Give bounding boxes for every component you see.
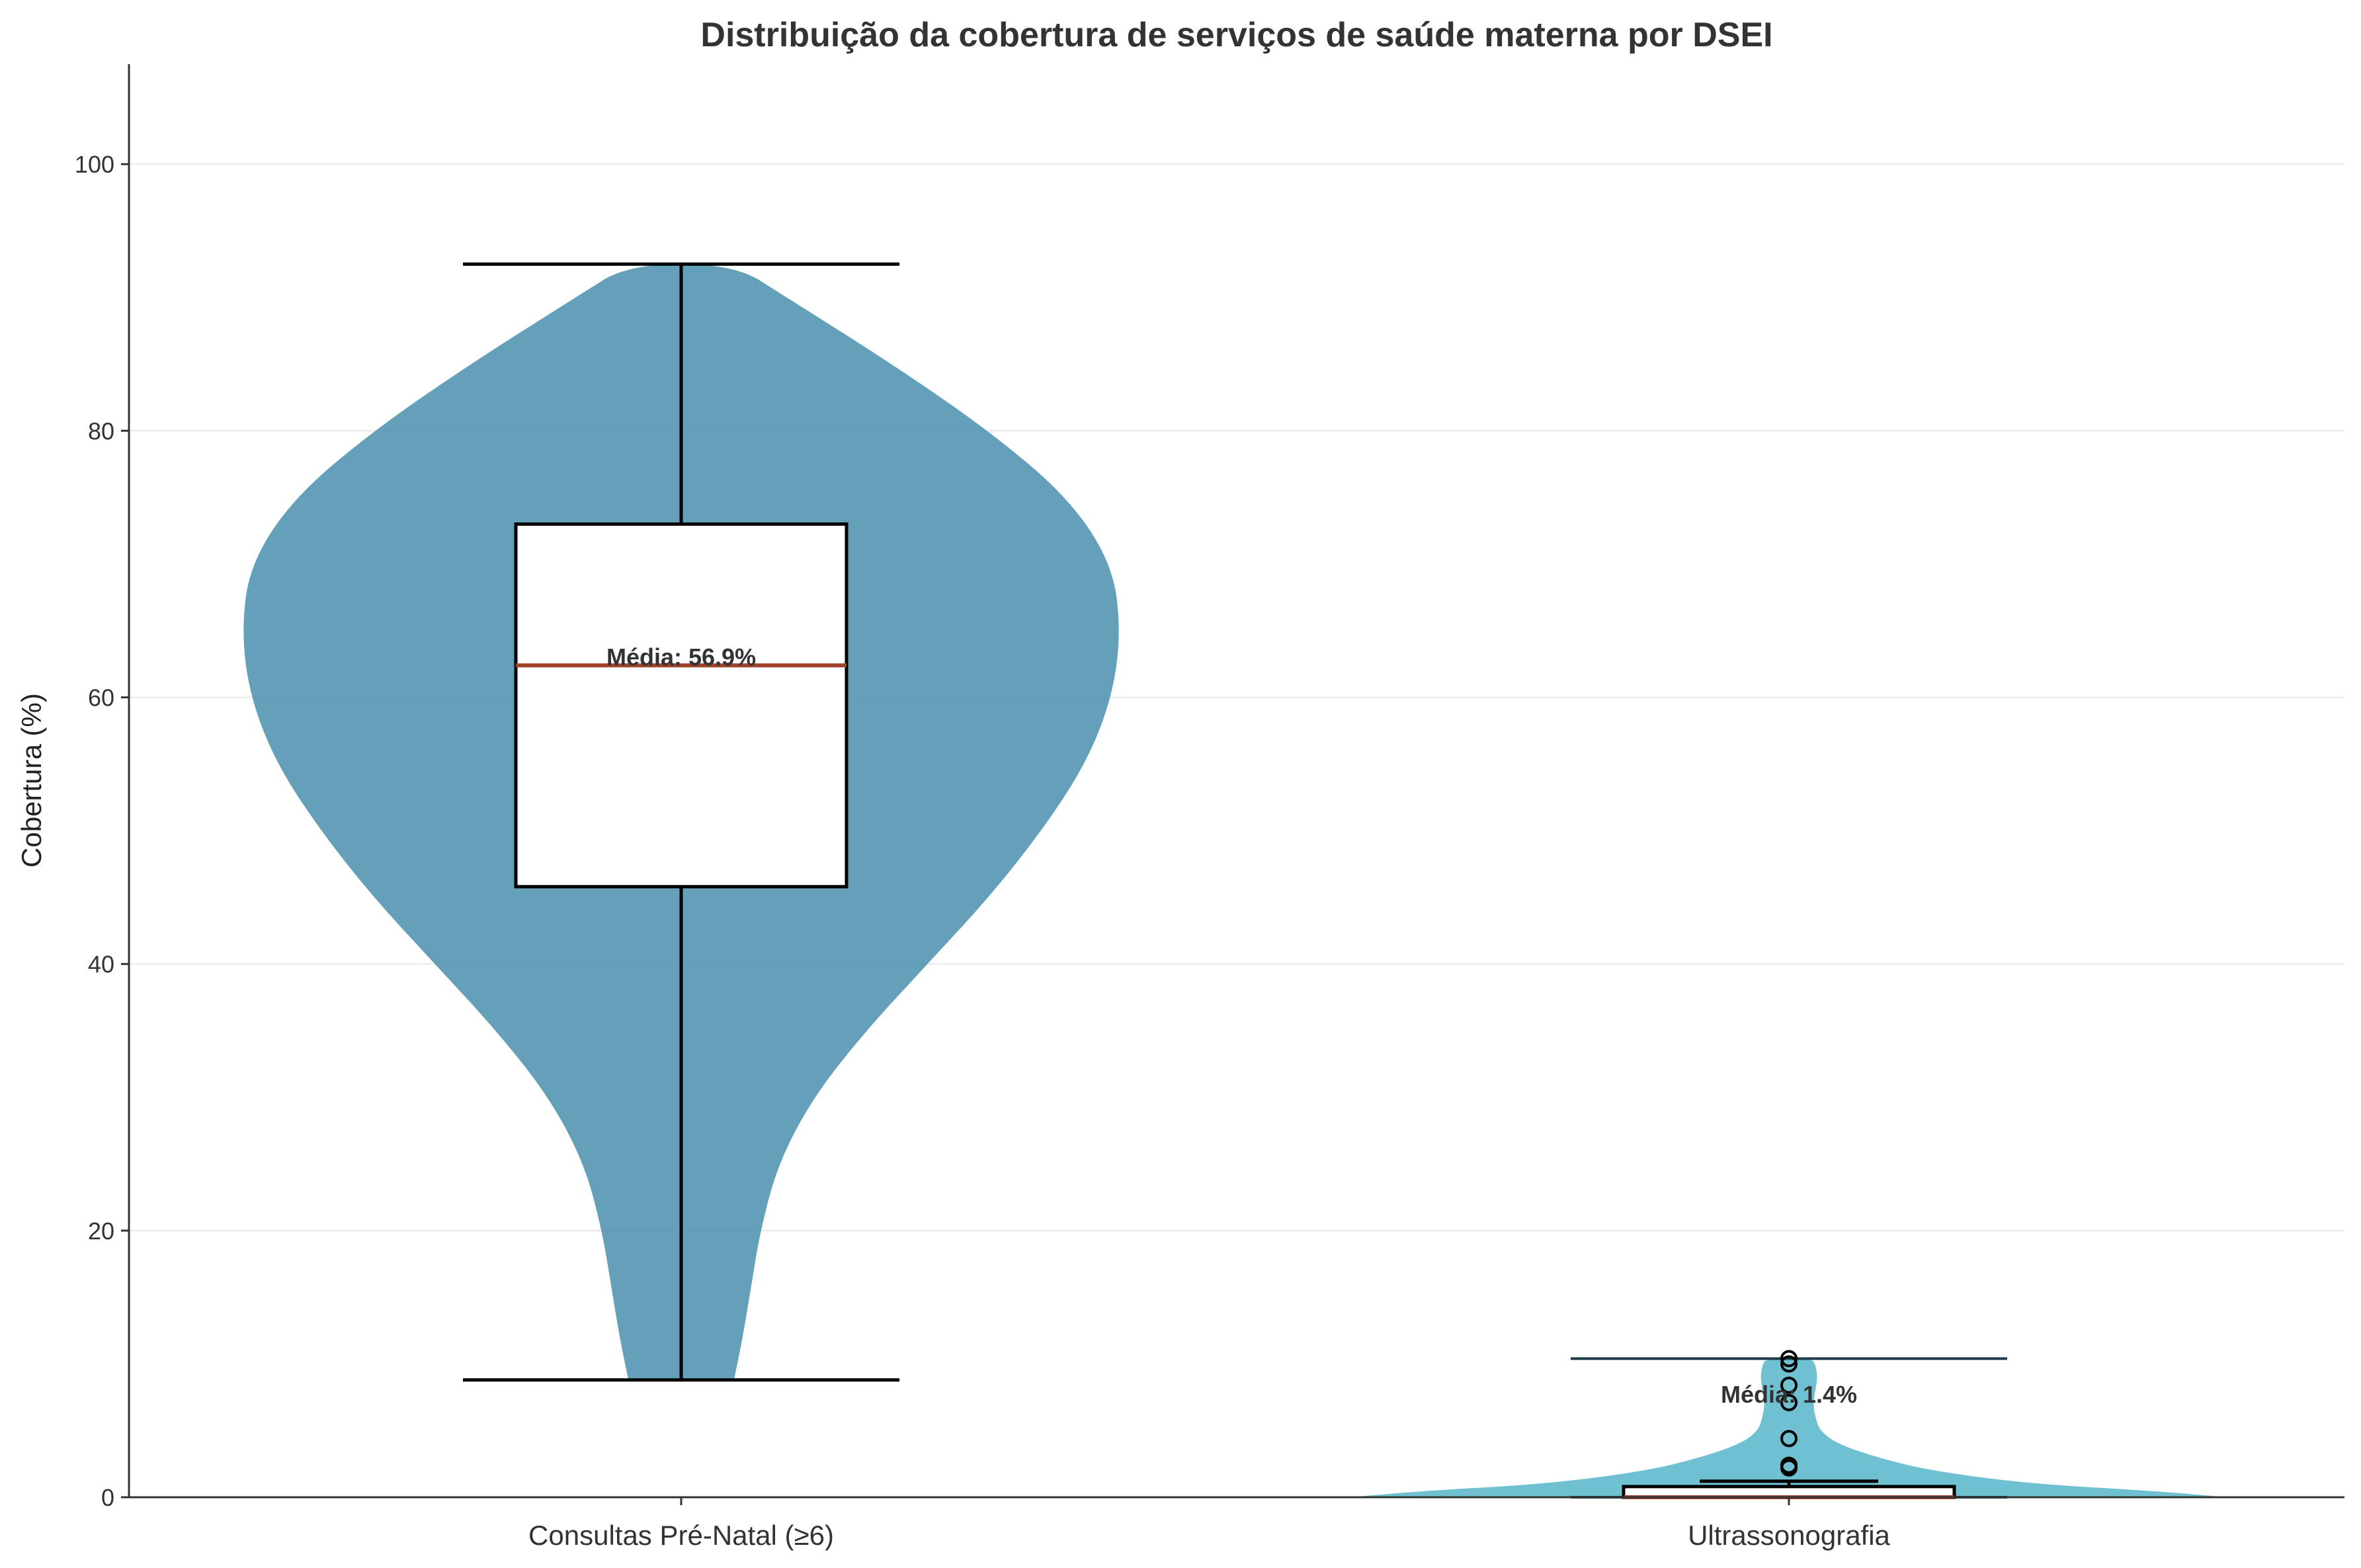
y-axis-label: Cobertura (%) <box>16 693 47 868</box>
y-tick-label: 40 <box>88 951 114 978</box>
violin-body <box>1349 1358 2229 1497</box>
x-tick-label: Ultrassonografia <box>1688 1520 1890 1551</box>
outlier-point <box>1780 1355 1798 1373</box>
mean-label: Média: 1.4% <box>1721 1381 1857 1408</box>
axes <box>128 64 2344 1499</box>
iqr-box <box>514 522 849 889</box>
chart-title: Distribuição da cobertura de serviços de… <box>700 16 1772 54</box>
outlier-point <box>1780 1456 1798 1474</box>
y-ticks: 0 20 40 60 80 100 <box>75 151 129 1511</box>
outlier-point <box>1780 1430 1798 1448</box>
mean-label: Média: 56.9% <box>606 643 756 671</box>
y-tick-label: 0 <box>101 1484 114 1511</box>
y-tick-label: 20 <box>88 1217 114 1245</box>
boxplots: Média: 56.9% Média: 1.4% <box>463 262 1956 1499</box>
outlier-point <box>1780 1393 1798 1411</box>
x-ticks: Consultas Pré-Natal (≥6) Ultrassonografia <box>528 1497 1891 1551</box>
y-tick-label: 60 <box>88 684 114 712</box>
outlier-point <box>1780 1350 1798 1368</box>
y-tick-label: 80 <box>88 417 114 444</box>
y-tick-label: 100 <box>75 151 114 178</box>
x-tick-label: Consultas Pré-Natal (≥6) <box>528 1520 834 1551</box>
outlier-point <box>1780 1376 1798 1394</box>
